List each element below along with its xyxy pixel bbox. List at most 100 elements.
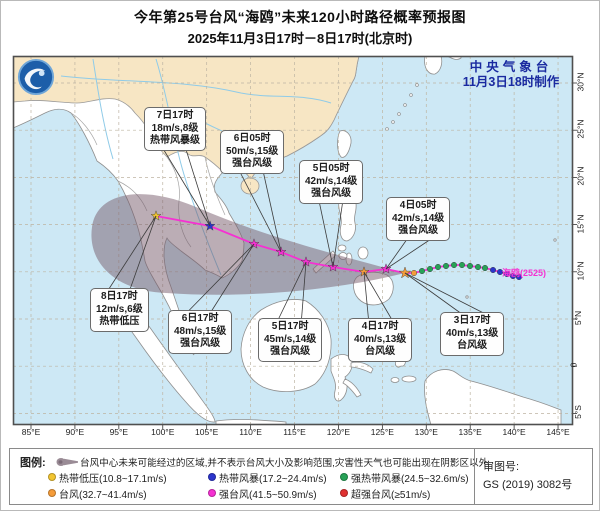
callout-wind: 40m/s,13级 <box>354 333 407 345</box>
forecast-point <box>248 238 260 249</box>
callout-level: 强台风级 <box>398 225 439 236</box>
leader-line <box>211 243 255 312</box>
forecast-callout: 4日05时 42m/s,14级 强台风级 <box>386 197 451 241</box>
agency-block: 中央气象台 11月3日18时制作 <box>451 60 571 90</box>
leader-line <box>404 272 461 314</box>
lat-axis-label: 30°N <box>575 72 586 92</box>
legend-title: 图例: <box>20 457 46 469</box>
forecast-callout: 3日17时 40m/s,13级 台风级 <box>440 312 505 356</box>
callout-wind: 40m/s,13级 <box>446 327 499 339</box>
lat-axis-label: 25°N <box>575 119 586 139</box>
lon-axis-label: 145°E <box>546 427 570 437</box>
agency-name: 中央气象台 <box>469 60 553 74</box>
leader-line <box>129 215 157 290</box>
lon-axis-label: 130°E <box>414 427 438 437</box>
td-marker-icon <box>48 473 56 481</box>
leader-line <box>278 261 307 320</box>
axis-ticks <box>30 82 577 429</box>
approval-number: GS (2019) 3082号 <box>483 479 573 491</box>
lon-axis-label: 140°E <box>502 427 526 437</box>
leader-line <box>385 239 430 270</box>
forecast-callout: 6日17时 48m/s,15级 强台风级 <box>168 310 233 354</box>
cma-logo-icon <box>17 58 55 96</box>
callout-time: 5日17时 <box>271 321 309 332</box>
history-point <box>426 265 434 273</box>
callout-time: 8日17时 <box>101 291 138 302</box>
history-point <box>458 261 466 269</box>
forecast-callout: 5日17时 45m/s,14级 强台风级 <box>258 318 323 362</box>
callout-time: 4日05时 <box>399 200 437 211</box>
sty-marker-icon <box>208 489 216 497</box>
lon-axis-label: 90°E <box>65 427 85 437</box>
forecast-point <box>150 210 162 221</box>
leader-line <box>263 172 282 253</box>
callout-time: 6日17时 <box>181 313 219 324</box>
forecast-callout: 8日17时 12m/s,6级 热带低压 <box>90 288 149 332</box>
legend-item-ssty: 超强台风(≥51m/s) <box>340 486 430 501</box>
sumatra-island <box>120 308 216 423</box>
callout-wind: 18m/s,8级 <box>151 122 199 134</box>
storm-name-label: 海鸥(2525) <box>502 268 547 278</box>
forecast-callout: 6日05时 50m/s,15级 强台风级 <box>220 130 285 174</box>
callout-level: 强台风级 <box>270 346 311 357</box>
lon-axis-label: 115°E <box>283 427 306 437</box>
lon-axis-label: 135°E <box>458 427 482 437</box>
lon-axis-label: 85°E <box>21 427 41 437</box>
lon-axis-label: 125°E <box>370 427 394 437</box>
history-point <box>466 262 474 270</box>
callout-leader-lines <box>108 149 484 320</box>
callout-wind: 45m/s,14级 <box>264 333 317 345</box>
lon-axis-label: 95°E <box>109 427 129 437</box>
callout-level: 强台风级 <box>180 338 221 349</box>
history-point <box>509 272 517 280</box>
legend-item-td: 热带低压(10.8~17.1m/s) <box>48 470 167 485</box>
callout-time: 5日05时 <box>312 163 350 174</box>
lon-axis-label: 110°E <box>239 427 262 437</box>
legend-divider <box>474 449 475 504</box>
lat-axis-label: 0 <box>568 362 579 368</box>
leader-line <box>363 271 392 320</box>
legend-item-sts: 强热带风暴(24.5~32.6m/s) <box>340 470 469 485</box>
history-point <box>515 273 523 281</box>
new-guinea <box>424 369 562 425</box>
callout-time: 7日17时 <box>156 110 194 121</box>
ssty-marker-icon <box>340 489 348 497</box>
agency-issued-time: 11月3日18时制作 <box>462 75 560 89</box>
leader-line <box>332 202 343 268</box>
leader-line <box>240 172 282 253</box>
legend-item-label: 强热带风暴(24.5~32.6m/s) <box>351 474 469 485</box>
leader-line <box>301 261 307 320</box>
ryukyu-islands <box>385 83 419 131</box>
approval-label: 审图号: <box>483 461 520 473</box>
callout-level: 台风级 <box>365 346 396 357</box>
lat-axis-label: 5°N <box>573 310 584 326</box>
history-point <box>481 264 489 272</box>
legend-item-label: 强台风(41.5~50.9m/s) <box>219 490 317 501</box>
callout-level: 台风级 <box>457 340 488 351</box>
legend-item-label: 热带低压(10.8~17.1m/s) <box>59 474 167 485</box>
callout-level: 热带低压 <box>99 316 140 327</box>
history-point <box>503 270 511 278</box>
lon-axis-label: 105°E <box>195 427 219 437</box>
leader-line <box>188 243 255 312</box>
sts-marker-icon <box>340 473 348 481</box>
callout-level: 热带风暴级 <box>150 135 200 146</box>
leader-line <box>319 202 334 268</box>
taiwan-island <box>337 130 352 158</box>
leader-line <box>404 272 484 314</box>
forecast-callout: 7日17时 18m/s,8级 热带风暴级 <box>144 107 206 151</box>
callout-level: 强台风级 <box>311 188 352 199</box>
history-point <box>410 269 418 277</box>
callout-wind: 48m/s,15级 <box>174 325 227 337</box>
lon-axis-label: 120°E <box>326 427 351 437</box>
callout-time: 6日05时 <box>233 133 271 144</box>
ts-marker-icon <box>208 473 216 481</box>
leader-line <box>185 149 211 227</box>
history-point <box>496 268 504 276</box>
lat-axis-label: 20°N <box>575 166 586 186</box>
legend-item-ts: 热带风暴(17.2~24.4m/s) <box>208 470 327 485</box>
forecast-callout: 4日17时 40m/s,13级 台风级 <box>348 318 413 362</box>
history-point <box>434 263 442 271</box>
page-title: 今年第25号台风“海鸥”未来120小时路径概率预报图 <box>134 9 466 25</box>
